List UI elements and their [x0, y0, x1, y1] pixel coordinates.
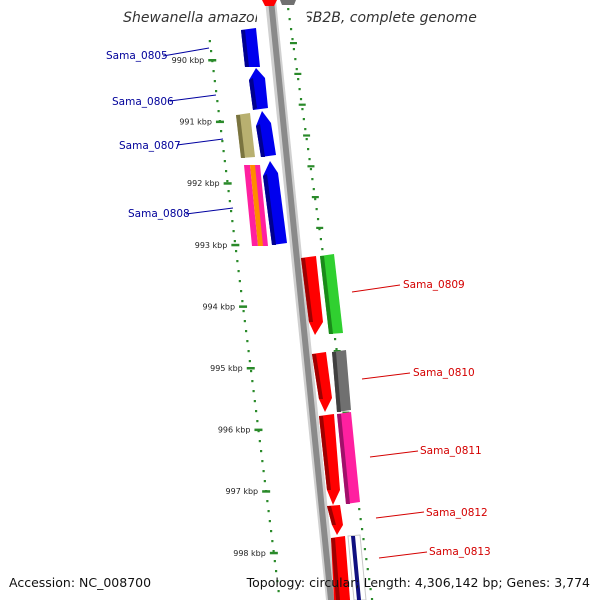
ruler-tick-label: 996 kbp — [218, 426, 251, 435]
ruler-tick — [254, 428, 263, 432]
gene-sama-0812[interactable] — [327, 505, 343, 535]
gene-label-sama-0808[interactable]: Sama_0808 — [128, 208, 190, 220]
gene-sama-0808[interactable] — [244, 161, 287, 246]
gene-sama-0813[interactable] — [331, 534, 367, 600]
ruler-minor-tick — [289, 42, 297, 45]
ruler-minor-tick — [307, 165, 315, 168]
ruler-tick-label: 991 kbp — [179, 118, 212, 127]
gene-sama-0805[interactable] — [241, 28, 260, 67]
leader-line-sama-0810 — [361, 372, 411, 380]
ruler-dots-left — [208, 40, 280, 593]
partial-gene-top — [262, 0, 296, 6]
ruler-tick-label: 990 kbp — [172, 56, 205, 65]
ruler-tick — [246, 367, 255, 370]
backbone-line — [268, 0, 334, 600]
gene-label-sama-0805[interactable]: Sama_0805 — [106, 50, 168, 62]
leader-line-sama-0813 — [378, 551, 428, 559]
gene-label-sama-0806[interactable]: Sama_0806 — [112, 96, 174, 108]
ruler-tick — [269, 551, 278, 555]
leader-line-sama-0805 — [162, 47, 210, 57]
ruler-tick — [239, 305, 248, 308]
ruler-tick-label: 997 kbp — [226, 487, 259, 496]
leader-line-sama-0809 — [351, 284, 401, 293]
ruler-minor-tick — [316, 226, 324, 229]
ruler-ticks: 990 kbp 991 kbp 992 kbp 993 kbp 994 kbp 995 k… — [172, 42, 354, 558]
ruler-tick — [262, 490, 271, 493]
leader-line-sama-0811 — [369, 450, 419, 458]
leader-line-sama-0812 — [375, 511, 425, 519]
gene-label-sama-0812[interactable]: Sama_0812 — [426, 507, 488, 519]
ruler-tick — [231, 243, 240, 247]
gene-sama-0807[interactable] — [236, 111, 276, 158]
ruler-minor-tick — [303, 134, 311, 137]
ruler-tick — [215, 120, 224, 124]
ruler-minor-tick — [298, 103, 306, 106]
ruler-minor-tick — [294, 72, 302, 75]
ruler-tick — [208, 59, 217, 62]
accession-text: Accession: NC_008700 — [9, 575, 152, 590]
gene-label-sama-0811[interactable]: Sama_0811 — [420, 445, 482, 457]
ruler-tick — [223, 182, 232, 185]
gene-sama-0810[interactable] — [312, 350, 351, 412]
ruler-tick-label: 995 kbp — [210, 364, 243, 373]
ruler-tick-label: 993 kbp — [195, 241, 228, 250]
leader-line-sama-0808 — [185, 207, 234, 215]
ruler-minor-tick — [342, 411, 350, 414]
ruler-minor-tick — [333, 350, 341, 353]
gene-sama-0806[interactable] — [249, 68, 268, 110]
ruler-tick-label: 992 kbp — [187, 179, 220, 188]
gene-label-sama-0810[interactable]: Sama_0810 — [413, 367, 475, 379]
gene-label-sama-0813[interactable]: Sama_0813 — [429, 546, 491, 558]
gene-label-sama-0807[interactable]: Sama_0807 — [119, 140, 181, 152]
gene-sama-0811[interactable] — [319, 412, 360, 505]
ruler-tick-label: 998 kbp — [233, 549, 266, 558]
gene-sama-0809[interactable] — [301, 254, 343, 335]
ruler-minor-tick — [311, 196, 319, 199]
ruler-tick-label: 994 kbp — [202, 302, 235, 311]
leader-line-sama-0807 — [176, 138, 224, 146]
gene-label-sama-0809[interactable]: Sama_0809 — [403, 279, 465, 291]
genome-summary-text: Topology: circular; Length: 4,306,142 bp… — [246, 575, 590, 590]
leader-line-sama-0806 — [169, 94, 217, 102]
